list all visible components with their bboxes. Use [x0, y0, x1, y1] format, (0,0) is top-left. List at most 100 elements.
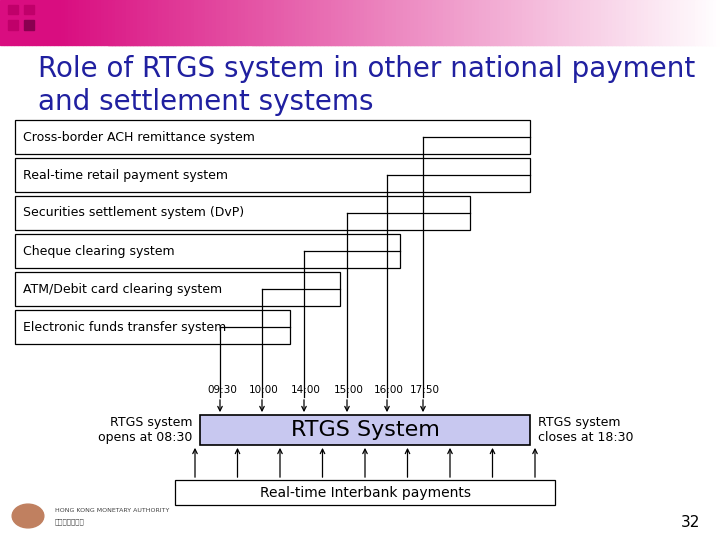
Bar — [212, 0, 216, 45]
Bar — [0, 0, 4, 45]
Bar — [425, 0, 428, 45]
Bar — [25, 0, 29, 45]
Bar — [605, 0, 608, 45]
Bar — [90, 0, 94, 45]
Bar — [108, 0, 112, 45]
Bar — [24, 5, 34, 14]
Bar — [310, 0, 313, 45]
Bar — [655, 0, 659, 45]
Bar — [104, 0, 108, 45]
Bar — [558, 0, 562, 45]
Text: 16:00: 16:00 — [374, 385, 404, 395]
Bar — [155, 0, 158, 45]
Bar — [324, 0, 328, 45]
Bar — [292, 0, 295, 45]
Bar — [72, 0, 76, 45]
Bar — [144, 0, 148, 45]
Bar — [281, 0, 284, 45]
Bar — [4, 0, 7, 45]
Bar — [302, 0, 306, 45]
Bar — [101, 0, 104, 45]
Bar — [461, 0, 464, 45]
Bar — [374, 0, 378, 45]
Bar — [655, 0, 659, 45]
Bar — [223, 0, 227, 45]
Bar — [68, 0, 72, 45]
Bar — [677, 0, 680, 45]
Bar — [248, 0, 252, 45]
Bar — [346, 0, 349, 45]
Bar — [8, 5, 18, 14]
Bar — [349, 0, 353, 45]
Bar — [713, 0, 716, 45]
Bar — [590, 0, 594, 45]
Bar — [551, 0, 554, 45]
Bar — [320, 0, 324, 45]
Bar — [439, 0, 443, 45]
Bar — [666, 0, 670, 45]
Bar — [245, 0, 248, 45]
Bar — [324, 0, 328, 45]
Bar — [378, 0, 382, 45]
Bar — [22, 0, 25, 45]
Bar — [342, 0, 346, 45]
Bar — [122, 0, 126, 45]
Bar — [547, 0, 551, 45]
Bar — [353, 0, 356, 45]
Bar — [360, 0, 364, 45]
Bar — [112, 0, 115, 45]
Bar — [194, 0, 198, 45]
Text: 香港金融管理局: 香港金融管理局 — [55, 519, 85, 525]
Bar — [479, 0, 482, 45]
Bar — [443, 0, 446, 45]
Bar — [400, 0, 403, 45]
Bar — [200, 415, 530, 445]
Bar — [536, 0, 540, 45]
Bar — [209, 0, 212, 45]
Bar — [691, 0, 695, 45]
Bar — [382, 0, 385, 45]
Bar — [7, 0, 11, 45]
Bar — [587, 0, 590, 45]
Bar — [360, 0, 364, 45]
Bar — [486, 0, 490, 45]
Bar — [295, 0, 299, 45]
Bar — [457, 0, 461, 45]
Bar — [11, 0, 14, 45]
Text: RTGS system
opens at 08:30: RTGS system opens at 08:30 — [98, 416, 192, 444]
Bar — [202, 0, 205, 45]
Bar — [518, 0, 522, 45]
Bar — [612, 0, 616, 45]
Bar — [562, 0, 565, 45]
Bar — [634, 0, 637, 45]
Text: 14:00: 14:00 — [291, 385, 321, 395]
Bar — [338, 0, 342, 45]
Bar — [486, 0, 490, 45]
Bar — [490, 0, 493, 45]
Bar — [619, 0, 623, 45]
Bar — [515, 0, 518, 45]
Bar — [446, 0, 450, 45]
Bar — [119, 0, 122, 45]
Bar — [216, 0, 220, 45]
Text: Real-time Interbank payments: Real-time Interbank payments — [259, 485, 470, 500]
Bar — [266, 0, 270, 45]
Bar — [691, 0, 695, 45]
Bar — [24, 20, 34, 30]
Bar — [151, 0, 155, 45]
Bar — [475, 0, 479, 45]
Bar — [659, 0, 662, 45]
Bar — [652, 0, 655, 45]
Bar — [382, 0, 385, 45]
Bar — [47, 0, 50, 45]
Bar — [198, 0, 202, 45]
Bar — [623, 0, 626, 45]
Bar — [616, 0, 619, 45]
Bar — [302, 0, 306, 45]
Bar — [68, 0, 72, 45]
Bar — [137, 0, 140, 45]
Bar — [259, 0, 263, 45]
Bar — [612, 0, 616, 45]
Bar — [522, 0, 526, 45]
Bar — [335, 0, 338, 45]
